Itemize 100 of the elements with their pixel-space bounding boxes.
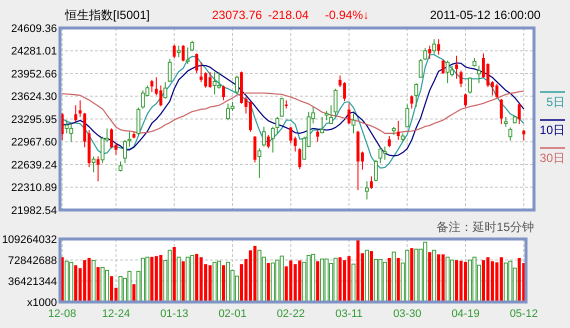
- x-tick-label: 05-12: [510, 308, 538, 320]
- candlestick: [446, 60, 450, 84]
- y-tick-label: 22967.60: [11, 136, 57, 149]
- candlestick: [150, 79, 154, 93]
- bar: [195, 254, 198, 302]
- candlestick: [348, 103, 350, 125]
- bar: [454, 260, 458, 302]
- bar: [459, 260, 463, 302]
- candlestick: [298, 148, 302, 170]
- candlestick: [123, 139, 127, 164]
- y-tick-label: 22639.24: [11, 159, 57, 172]
- candlestick: [329, 104, 334, 125]
- candlestick: [374, 159, 378, 182]
- bar: [222, 265, 226, 302]
- candlestick: [118, 160, 122, 172]
- candlestick: [253, 136, 256, 163]
- candlestick: [159, 84, 162, 107]
- candlestick: [468, 76, 472, 94]
- candlestick: [320, 116, 324, 134]
- bar: [338, 257, 342, 302]
- candlestick: [442, 60, 445, 74]
- candlestick: [74, 104, 78, 123]
- candlestick: [78, 100, 82, 118]
- candlestick: [495, 83, 498, 98]
- text: 23073.76: [212, 8, 262, 22]
- candlestick: [382, 146, 387, 160]
- bar: [347, 256, 351, 302]
- candlestick: [352, 113, 356, 134]
- candlestick: [266, 134, 270, 149]
- candlestick: [432, 38, 436, 55]
- candlestick: [186, 46, 190, 64]
- text: 备注：延时15分钟: [436, 220, 534, 234]
- candlestick: [518, 103, 521, 125]
- y-tick-label: 36421344: [8, 276, 57, 288]
- candlestick: [334, 88, 338, 118]
- candlestick: [522, 130, 526, 142]
- y-tick-label: x1000: [27, 296, 57, 309]
- text: -0.94%↓: [325, 8, 370, 22]
- y-tick-label: 22310.89: [11, 182, 57, 194]
- x-tick-label: 02-01: [218, 308, 247, 320]
- line-series: [62, 54, 524, 169]
- bar: [172, 246, 176, 302]
- candlestick: [257, 148, 262, 178]
- candlestick: [504, 116, 508, 128]
- candlestick: [414, 82, 418, 108]
- candlestick: [96, 156, 100, 182]
- bar: [74, 265, 78, 302]
- candlestick: [200, 62, 203, 83]
- candlestick: [500, 98, 503, 125]
- bar: [253, 246, 256, 302]
- candlestick: [396, 120, 400, 140]
- bar: [110, 276, 114, 302]
- candlestick: [128, 131, 132, 148]
- bar: [518, 258, 521, 302]
- text: -218.04: [268, 8, 310, 22]
- candlestick: [136, 107, 140, 136]
- bar: [342, 260, 346, 302]
- candlestick: [280, 97, 284, 118]
- bar: [396, 258, 400, 302]
- legend-label: 10日: [540, 123, 565, 137]
- y-tick-label: 21982.54: [11, 204, 57, 217]
- candlestick: [388, 136, 391, 148]
- bar: [437, 254, 440, 302]
- bar: [428, 252, 432, 302]
- candlestick: [92, 156, 96, 173]
- candlestick: [418, 58, 423, 78]
- x-tick-label: 02-22: [276, 308, 305, 320]
- y-tick-label: 72842688: [8, 254, 57, 267]
- candlestick: [477, 65, 481, 84]
- candlestick: [262, 126, 266, 148]
- x-tick-label: 12-08: [48, 308, 76, 320]
- bar: [388, 258, 391, 302]
- legend-label: 30日: [540, 151, 565, 165]
- candlestick: [163, 82, 168, 100]
- bar: [159, 255, 162, 302]
- candlestick: [365, 180, 369, 200]
- text: 2011-05-12 16:00:00: [430, 8, 541, 22]
- chart-title: 恒生指数[I5001]: [64, 8, 150, 22]
- candlestick: [324, 110, 329, 121]
- bar: [182, 261, 185, 302]
- candlestick: [405, 104, 410, 128]
- candlestick: [275, 116, 280, 134]
- candlestick: [464, 93, 467, 108]
- candlestick: [316, 130, 320, 142]
- candlestick: [212, 72, 217, 95]
- x-tick-label: 03-30: [393, 308, 422, 320]
- candlestick: [168, 58, 172, 83]
- candlestick: [437, 38, 440, 56]
- candlestick: [110, 128, 114, 149]
- y-tick-label: 109264032: [2, 234, 57, 246]
- bar: [266, 263, 270, 302]
- candlestick: [182, 44, 185, 62]
- bar: [464, 262, 468, 302]
- candlestick: [460, 70, 463, 88]
- bar: [410, 248, 414, 302]
- candlestick: [195, 52, 198, 74]
- candlestick: [222, 84, 226, 101]
- candlestick: [508, 126, 512, 142]
- legend-label: 5日: [546, 95, 565, 109]
- y-tick-label: 23952.66: [11, 68, 57, 80]
